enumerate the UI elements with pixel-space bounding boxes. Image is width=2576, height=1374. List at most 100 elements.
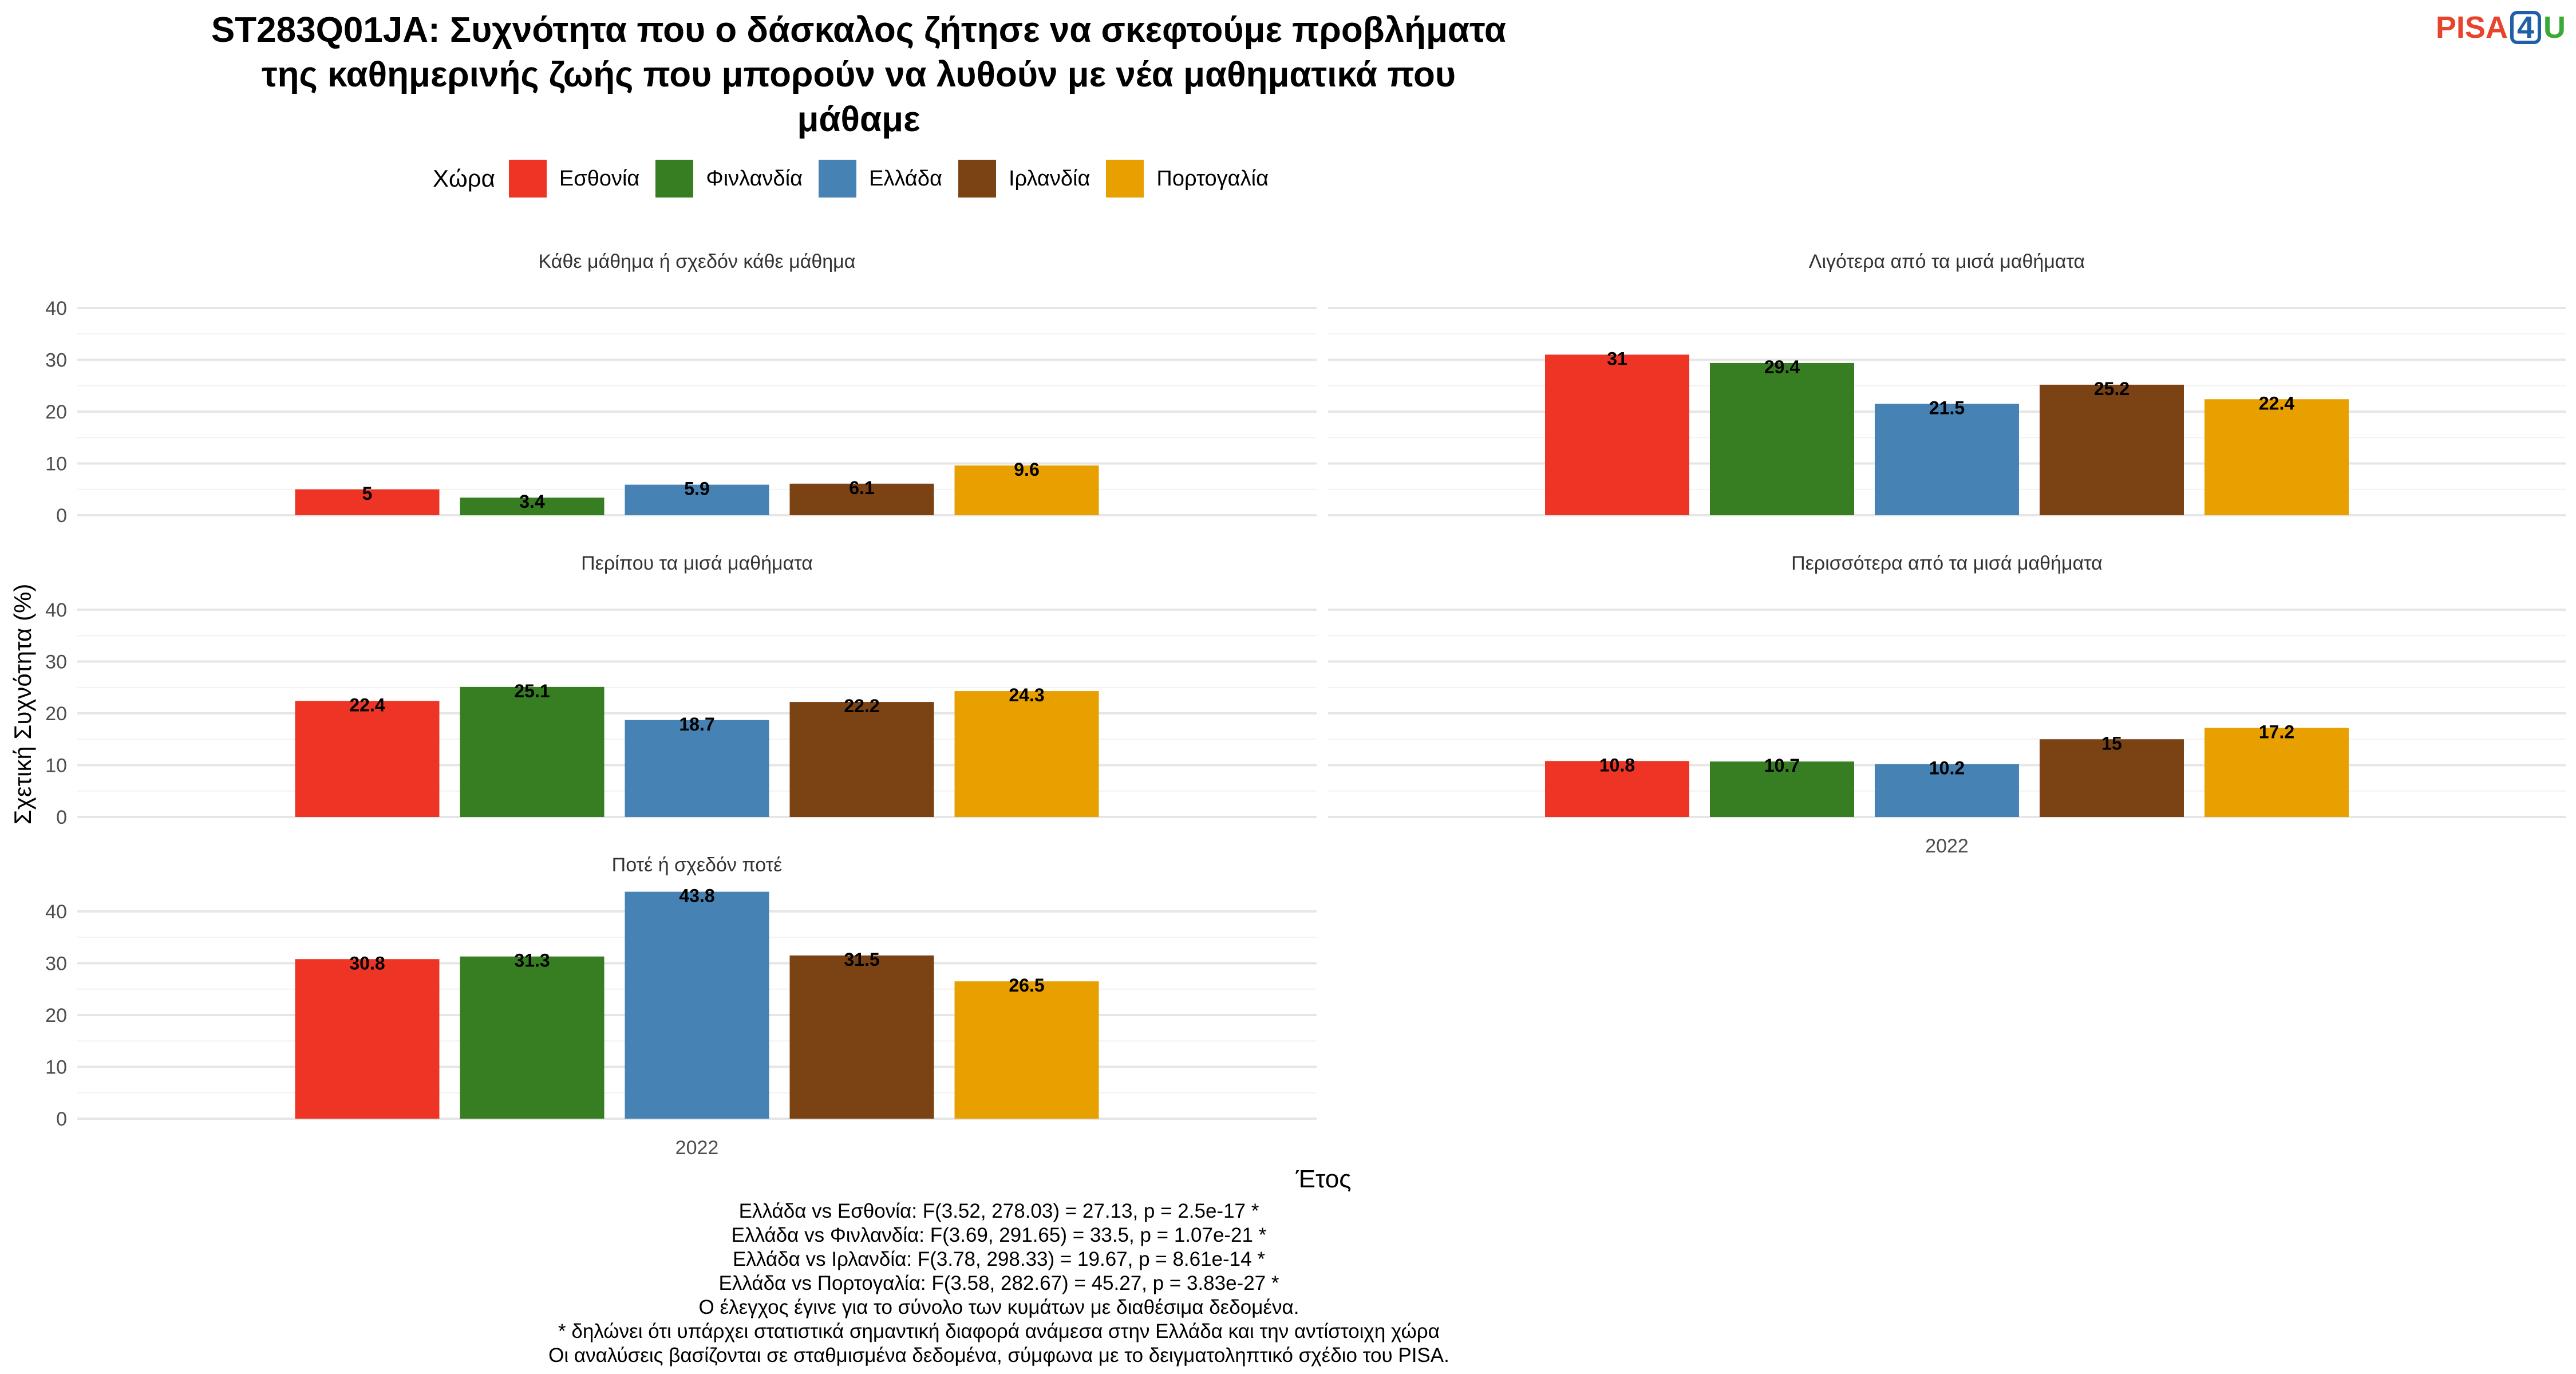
facet-panel-4: Περισσότερα από τα μισά μαθήματα 10.8 10.7… <box>1328 552 2566 857</box>
bar-value-label: 29.4 <box>1764 357 1800 377</box>
bar-greece <box>625 720 769 817</box>
bar-finland <box>1710 761 1854 817</box>
bar-value-label: 25.1 <box>514 681 550 701</box>
legend-label-greece: Ελλάδα <box>869 166 942 191</box>
bar-ireland <box>2040 739 2184 817</box>
y-tick-label: 20 <box>45 401 67 423</box>
chart-title: ST283Q01JA: Συχνότητα που ο δάσκαλος ζήτ… <box>0 8 1717 142</box>
facet-title: Περισσότερα από τα μισά μαθήματα <box>1791 552 2103 574</box>
caption-line-7: Οι αναλύσεις βασίζονται σε σταθμισμένα δ… <box>548 1344 1449 1367</box>
bar-finland <box>1710 362 1854 515</box>
x-axis-title: Έτος <box>1295 1165 1352 1193</box>
bar-value-label: 9.6 <box>1014 459 1039 480</box>
title-line-2: της καθημερινής ζωής που μπορούν να λυθο… <box>262 55 1456 94</box>
facet-panel-5: Ποτέ ή σχεδόν ποτέ 0 10 20 30 40 30.8 31.3 43.8 3… <box>45 854 1317 1159</box>
legend-label-estonia: Εσθονία <box>559 166 640 191</box>
bar-value-label: 3.4 <box>519 491 545 512</box>
bar-ireland <box>2040 384 2184 515</box>
caption-line-5: Ο έλεγχος έγινε για το σύνολο των κυμάτω… <box>698 1296 1299 1318</box>
bar-value-label: 5 <box>362 483 373 504</box>
legend-key-estonia <box>508 160 547 198</box>
legend-label-finland: Φινλανδία <box>706 166 803 191</box>
bar-portugal <box>954 691 1099 817</box>
bar-value-label: 31 <box>1607 348 1627 369</box>
bar-value-label: 26.5 <box>1009 975 1044 996</box>
bar-greece <box>625 484 769 515</box>
legend-key-portugal <box>1106 160 1144 198</box>
bar-ireland <box>789 955 934 1119</box>
facet-title: Κάθε μάθημα ή σχεδόν κάθε μάθημα <box>539 251 856 273</box>
title-line-3: μάθαμε <box>797 100 920 139</box>
legend-item-finland: Φινλανδία <box>655 160 803 198</box>
title-line-1: ST283Q01JA: Συχνότητα που ο δάσκαλος ζήτ… <box>211 10 1507 50</box>
bar-value-label: 22.4 <box>2259 393 2294 413</box>
y-tick-label: 10 <box>45 453 67 475</box>
y-tick-label: 10 <box>45 755 67 777</box>
bar-finland <box>460 686 605 817</box>
bar-finland <box>460 956 605 1119</box>
caption-line-1: Ελλάδα vs Εσθονία: F(3.52, 278.03) = 27.… <box>738 1200 1259 1222</box>
bar-greece <box>1875 764 2019 817</box>
bar-ireland <box>789 702 934 817</box>
bar-value-label: 15 <box>2101 733 2122 753</box>
facet-title: Ποτέ ή σχεδόν ποτέ <box>612 854 783 876</box>
y-tick-label: 0 <box>56 505 67 527</box>
x-tick-label: 2022 <box>675 1137 719 1159</box>
y-tick-label: 30 <box>45 652 67 673</box>
bar-value-label: 31.5 <box>844 949 879 970</box>
bar-estonia <box>1545 354 1689 515</box>
logo-part-pisa: PISA <box>2435 10 2508 45</box>
y-tick-label: 30 <box>45 350 67 372</box>
legend-key-ireland <box>958 160 996 198</box>
bar-greece <box>625 891 769 1119</box>
caption-line-3: Ελλάδα vs Ιρλανδία: F(3.78, 298.33) = 19… <box>733 1248 1265 1270</box>
caption-line-6: * δηλώνει ότι υπάρχει στατιστικά σημαντι… <box>558 1320 1440 1343</box>
bar-estonia <box>295 959 440 1119</box>
bar-value-label: 17.2 <box>2259 721 2294 742</box>
legend-label-ireland: Ιρλανδία <box>1009 166 1091 191</box>
facet-panel-2: Λιγότερα από τα μισά μαθήματα 31 29.4 21.5 2… <box>1328 251 2566 516</box>
bar-portugal <box>954 981 1099 1119</box>
legend: Χώρα Εσθονία Φινλανδία Ελλάδα Ιρλανδία Π… <box>0 156 1717 202</box>
facet-panel-1: Κάθε μάθημα ή σχεδόν κάθε μάθημα 0 10 20 30 4… <box>45 251 1317 527</box>
legend-item-greece: Ελλάδα <box>819 160 942 198</box>
logo-part-u: U <box>2543 10 2566 45</box>
bar-value-label: 43.8 <box>679 886 714 906</box>
bar-estonia <box>295 701 440 817</box>
y-axis-title: Σχετική Συχνότητα (%) <box>9 584 36 825</box>
facet-title: Περίπου τα μισά μαθήματα <box>581 552 813 574</box>
legend-label-portugal: Πορτογαλία <box>1156 166 1269 191</box>
y-tick-label: 40 <box>45 298 67 319</box>
bar-estonia <box>1545 761 1689 817</box>
y-tick-label: 10 <box>45 1057 67 1079</box>
bar-value-label: 22.4 <box>349 694 385 715</box>
bar-estonia <box>295 489 440 515</box>
caption-line-2: Ελλάδα vs Φινλανδία: F(3.69, 291.65) = 3… <box>731 1224 1267 1246</box>
bar-ireland <box>789 483 934 515</box>
bar-value-label: 5.9 <box>684 479 709 499</box>
legend-item-portugal: Πορτογαλία <box>1106 160 1269 198</box>
bar-value-label: 10.8 <box>1599 755 1635 775</box>
bar-value-label: 6.1 <box>849 477 874 498</box>
facet-title: Λιγότερα από τα μισά μαθήματα <box>1809 251 2085 273</box>
bar-portugal <box>954 465 1099 515</box>
y-tick-label: 40 <box>45 901 67 923</box>
bar-portugal <box>2204 728 2349 817</box>
bar-value-label: 22.2 <box>844 696 879 716</box>
logo-part-4: 4 <box>2510 11 2541 44</box>
caption-line-4: Ελλάδα vs Πορτογαλία: F(3.58, 282.67) = … <box>718 1272 1279 1294</box>
y-tick-label: 20 <box>45 703 67 725</box>
bar-value-label: 10.2 <box>1929 758 1965 779</box>
y-tick-label: 40 <box>45 599 67 621</box>
legend-item-estonia: Εσθονία <box>508 160 640 198</box>
pisa4u-logo: PISA 4 U <box>2436 10 2566 45</box>
bar-value-label: 10.7 <box>1764 755 1800 776</box>
legend-item-ireland: Ιρλανδία <box>958 160 1090 198</box>
bar-greece <box>1875 404 2019 515</box>
bar-value-label: 21.5 <box>1929 397 1965 418</box>
bar-value-label: 31.3 <box>514 950 550 971</box>
x-tick-label: 2022 <box>1925 835 1969 857</box>
legend-key-finland <box>655 160 694 198</box>
y-tick-label: 30 <box>45 953 67 975</box>
